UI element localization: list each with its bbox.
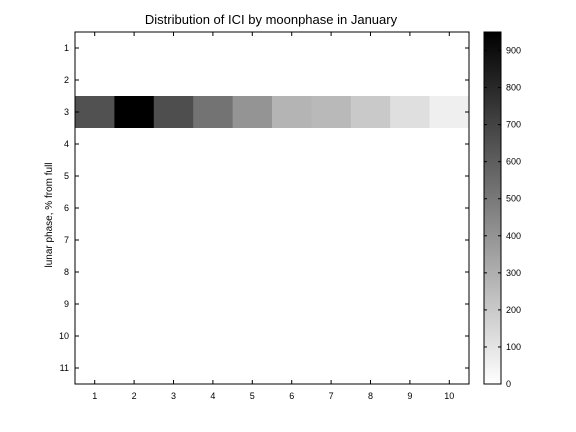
heatmap-cell-row-3-col-1 [75, 96, 115, 128]
x-tick-label: 1 [92, 391, 97, 401]
heatmap-cell-row-3-col-5 [232, 96, 273, 128]
colorbar-tick-label: 700 [506, 120, 521, 130]
y-tick-label: 2 [64, 75, 69, 85]
x-tick-label: 3 [171, 391, 176, 401]
y-tick-label: 11 [60, 363, 69, 373]
y-tick-label: 3 [64, 107, 69, 117]
heatmap-cell-row-3-col-6 [272, 96, 312, 128]
y-axis-ticks: 1 2 3 4 5 6 7 8 9 10 11 [59, 43, 469, 373]
heatmap-cell-row-3-col-9 [390, 96, 431, 128]
heatmap-cell-row-3-col-4 [193, 96, 234, 128]
y-axis-label: lunar phase, % from full [44, 162, 55, 267]
heatmap-cells [75, 96, 470, 128]
x-tick-label: 6 [289, 391, 294, 401]
colorbar-tick-label: 600 [506, 157, 521, 167]
y-tick-label: 8 [64, 267, 69, 277]
y-tick-label: 7 [64, 235, 69, 245]
heatmap-cell-row-3-col-3 [153, 96, 194, 128]
colorbar-tick-label: 900 [506, 46, 521, 56]
heatmap-cell-row-3-col-10 [429, 96, 470, 128]
colorbar-tick-label: 100 [506, 342, 521, 352]
x-tick-label: 10 [444, 391, 454, 401]
colorbar-tick-label: 400 [506, 231, 521, 241]
heatmap-cell-row-3-col-2 [114, 96, 155, 128]
y-tick-label: 9 [64, 299, 69, 309]
heatmap-cell-row-3-col-7 [311, 96, 352, 128]
y-tick-label: 10 [59, 331, 69, 341]
colorbar: 0 100 200 300 400 500 600 700 800 900 [483, 31, 521, 389]
colorbar-ticks: 0 100 200 300 400 500 600 700 800 900 [484, 46, 521, 389]
x-tick-label: 4 [210, 391, 215, 401]
x-tick-label: 8 [368, 391, 373, 401]
x-tick-label: 5 [250, 391, 255, 401]
colorbar-gradient [483, 31, 502, 385]
x-tick-label: 7 [329, 391, 334, 401]
x-tick-label: 9 [407, 391, 412, 401]
heatmap-cell-row-3-col-8 [350, 96, 391, 128]
y-tick-label: 1 [64, 43, 69, 53]
colorbar-tick-label: 0 [506, 379, 511, 389]
x-axis-ticks: 1 2 3 4 5 6 7 8 9 10 [92, 32, 454, 401]
plot-area: 1 2 3 4 5 6 7 8 9 10 1 2 3 4 5 6 7 8 9 10 11 [59, 31, 470, 401]
colorbar-tick-label: 800 [506, 83, 521, 93]
colorbar-tick-label: 500 [506, 194, 521, 204]
y-tick-label: 5 [64, 171, 69, 181]
plot-background [75, 32, 469, 384]
colorbar-tick-label: 300 [506, 268, 521, 278]
colorbar-tick-label: 200 [506, 305, 521, 315]
chart-title: Distribution of ICI by moonphase in Janu… [145, 12, 398, 27]
x-tick-label: 2 [132, 391, 137, 401]
y-tick-label: 6 [64, 203, 69, 213]
y-tick-label: 4 [64, 139, 69, 149]
